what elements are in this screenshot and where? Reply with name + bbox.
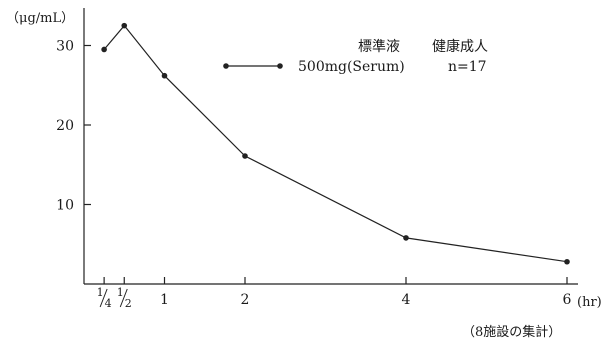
data-point — [564, 258, 570, 265]
x-tick-label: 2 — [241, 292, 250, 308]
y-axis-ticks: 10 20 30 — [56, 39, 91, 214]
legend-header-left: 標準液 — [358, 39, 400, 55]
y-tick-label: 20 — [56, 118, 74, 134]
x-tick-label-fraction-slash — [99, 288, 108, 308]
data-point — [121, 22, 128, 29]
x-tick-label-numerator: 1 — [117, 286, 124, 299]
series-line — [103, 24, 568, 263]
x-tick-label-denominator: 2 — [125, 297, 132, 310]
data-point — [161, 72, 168, 79]
series-layer — [101, 22, 570, 265]
legend-series-label: 500mg(Serum) — [298, 59, 405, 75]
x-tick-label-numerator: 1 — [97, 286, 104, 299]
footnote: （8施設の集計） — [462, 324, 561, 340]
legend-header-right: 健康成人 — [432, 38, 488, 55]
y-tick-label: 10 — [56, 198, 74, 214]
legend: 標準液 健康成人 500mg(Serum) n=17 — [223, 38, 488, 75]
legend-marker-left — [223, 63, 229, 69]
x-tick-label: 6 — [563, 292, 572, 308]
data-point — [101, 46, 107, 53]
y-tick-label: 30 — [56, 39, 74, 55]
x-tick-label: 4 — [402, 292, 411, 308]
data-point — [403, 235, 409, 241]
x-axis-unit-label: (hr) — [577, 295, 602, 310]
x-tick-label: 1 — [160, 292, 169, 308]
x-tick-label-denominator: 4 — [105, 297, 112, 310]
y-axis-unit-label: （μg/mL） — [6, 11, 74, 26]
legend-n-label: n=17 — [448, 59, 487, 75]
legend-marker-right — [277, 63, 283, 69]
x-tick-label-fraction-slash — [119, 288, 128, 308]
data-point — [242, 153, 248, 159]
